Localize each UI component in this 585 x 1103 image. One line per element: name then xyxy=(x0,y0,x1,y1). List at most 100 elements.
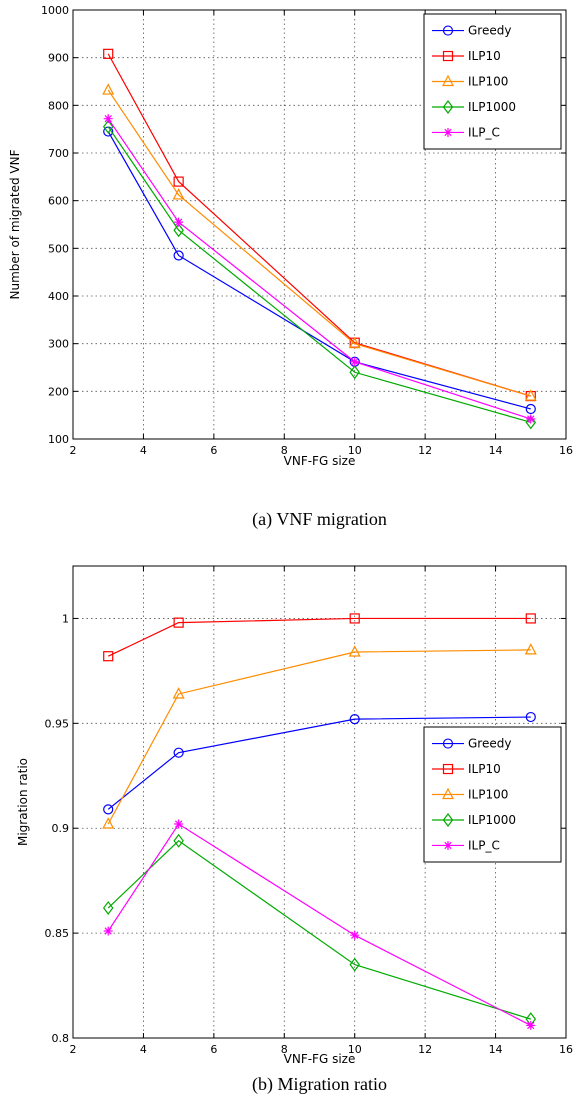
legend-marker-ilp10 xyxy=(442,50,454,62)
y-axis-label-a: Number of migrated VNF xyxy=(8,149,22,299)
y-tick-label: 100 xyxy=(48,433,69,446)
y-tick-label: 0.8 xyxy=(52,1032,70,1045)
data-point-greedy xyxy=(173,250,184,261)
series-line-ilp100 xyxy=(107,89,531,397)
legend-marker-ilp100 xyxy=(442,787,454,800)
series-ilp-c xyxy=(103,819,536,1030)
plot-frame-b xyxy=(72,565,567,1039)
legend-marker-greedy xyxy=(442,738,454,749)
legend-marker-ilp10 xyxy=(442,763,454,775)
data-point-ilp1000 xyxy=(525,415,537,430)
x-tick-label: 8 xyxy=(281,1043,288,1056)
x-tick-label: 14 xyxy=(489,444,503,457)
data-point-ilp-c xyxy=(174,217,184,227)
legend-label-ilp100: ILP100 xyxy=(468,75,508,89)
series-ilp10 xyxy=(103,613,536,662)
chart-vnf-migration: 2 4 6 8 10 12 14 16 100 200 300 400 500 600 700 800 900 1… xyxy=(8,4,573,530)
series-line-greedy xyxy=(107,131,531,410)
x-tick-label: 4 xyxy=(140,444,147,457)
legend-label-ilp100: ILP100 xyxy=(468,788,508,802)
data-point-ilp1000 xyxy=(173,833,184,848)
y-tick-label: 200 xyxy=(48,385,69,398)
x-tick-label: 8 xyxy=(281,444,288,457)
data-point-ilp-c xyxy=(350,930,360,940)
data-point-ilp-c xyxy=(103,926,113,936)
x-axis-label-b: VNF-FG size xyxy=(284,1052,356,1066)
legend-marker-ilp-c xyxy=(443,127,453,137)
series-ilp1000 xyxy=(102,119,537,430)
x-tick-label: 10 xyxy=(348,1043,362,1056)
y-tick-label: 800 xyxy=(48,99,69,112)
series-group-a xyxy=(102,48,537,430)
y-tick-label: 600 xyxy=(48,195,69,208)
x-axis-label-a: VNF-FG size xyxy=(284,454,356,468)
legend-marker-ilp1000 xyxy=(442,812,454,827)
legend-label-ilp10: ILP10 xyxy=(468,762,501,776)
y-tick-label: 0.95 xyxy=(45,717,70,730)
x-tick-label: 16 xyxy=(559,1043,573,1056)
data-point-ilp10 xyxy=(173,617,184,628)
series-greedy xyxy=(103,711,536,815)
legend-marker-greedy xyxy=(442,25,454,36)
legend-label-ilp1000: ILP1000 xyxy=(468,100,516,114)
y-tick-label: 300 xyxy=(48,338,69,351)
x-tick-label: 2 xyxy=(70,444,77,457)
y-tick-label: 900 xyxy=(48,52,69,65)
y-tick-label: 1 xyxy=(62,612,69,625)
series-group-b xyxy=(102,613,537,1030)
x-tick-label: 6 xyxy=(210,1043,217,1056)
data-point-ilp100 xyxy=(348,645,361,657)
data-point-ilp1000 xyxy=(173,223,184,238)
series-line-ilp-c xyxy=(107,823,532,1026)
data-point-ilp100 xyxy=(524,389,537,401)
x-tick-label: 6 xyxy=(210,444,217,457)
legend-label-ilp1000: ILP1000 xyxy=(468,813,516,827)
legend-label-ilp-c: ILP_C xyxy=(468,125,500,139)
x-tick-label: 12 xyxy=(418,1043,432,1056)
data-point-ilp-c xyxy=(350,357,360,367)
series-ilp100 xyxy=(102,83,537,401)
data-point-ilp10 xyxy=(349,613,360,624)
y-tick-label: 0.9 xyxy=(52,822,70,835)
plot-frame-a xyxy=(72,9,567,440)
data-point-ilp100 xyxy=(102,817,115,829)
y-axis-label-b: Migration ratio xyxy=(16,758,30,846)
data-point-ilp100 xyxy=(102,83,115,95)
series-line-ilp1000 xyxy=(107,840,531,1020)
series-line-ilp1000 xyxy=(107,126,531,423)
data-point-ilp10 xyxy=(173,176,184,187)
legend-label-ilp-c: ILP_C xyxy=(468,838,500,852)
data-point-ilp100 xyxy=(172,687,185,699)
data-point-ilp10 xyxy=(103,651,114,662)
series-line-ilp100 xyxy=(107,649,531,825)
ticks-a: 2 4 6 8 10 12 14 16 100 200 300 400 500 600 700 800 900 1… xyxy=(41,4,573,457)
caption-b: (b) Migration ratio xyxy=(252,1074,387,1095)
y-tick-label: 700 xyxy=(48,147,69,160)
data-point-ilp100 xyxy=(524,643,537,655)
x-tick-label: 4 xyxy=(140,1043,147,1056)
y-tick-label: 500 xyxy=(48,242,69,255)
y-tick-label: 400 xyxy=(48,290,69,303)
data-point-ilp1000 xyxy=(102,119,114,134)
legend-a: Greedy ILP10 ILP100 ILP1000 ILP_C xyxy=(423,13,562,150)
data-point-ilp100 xyxy=(172,188,185,200)
data-point-ilp100 xyxy=(348,336,361,349)
series-ilp-c xyxy=(103,114,536,424)
legend-label-greedy: Greedy xyxy=(468,24,511,38)
data-point-ilp-c xyxy=(103,114,113,124)
data-point-ilp-c xyxy=(526,414,536,424)
legend-b: Greedy ILP10 ILP100 ILP1000 ILP_C xyxy=(423,726,562,863)
x-tick-label: 14 xyxy=(489,1043,503,1056)
data-point-ilp10 xyxy=(525,613,536,624)
data-point-ilp1000 xyxy=(349,957,360,972)
legend-marker-ilp-c xyxy=(443,840,453,850)
data-point-ilp1000 xyxy=(349,365,360,380)
data-point-greedy xyxy=(349,714,360,725)
x-tick-label: 16 xyxy=(559,444,573,457)
caption-a: (a) VNF migration xyxy=(252,509,387,530)
series-ilp1000 xyxy=(102,833,537,1027)
series-line-ilp-c xyxy=(107,118,531,420)
data-point-ilp-c xyxy=(526,1020,536,1030)
series-greedy xyxy=(103,126,536,415)
